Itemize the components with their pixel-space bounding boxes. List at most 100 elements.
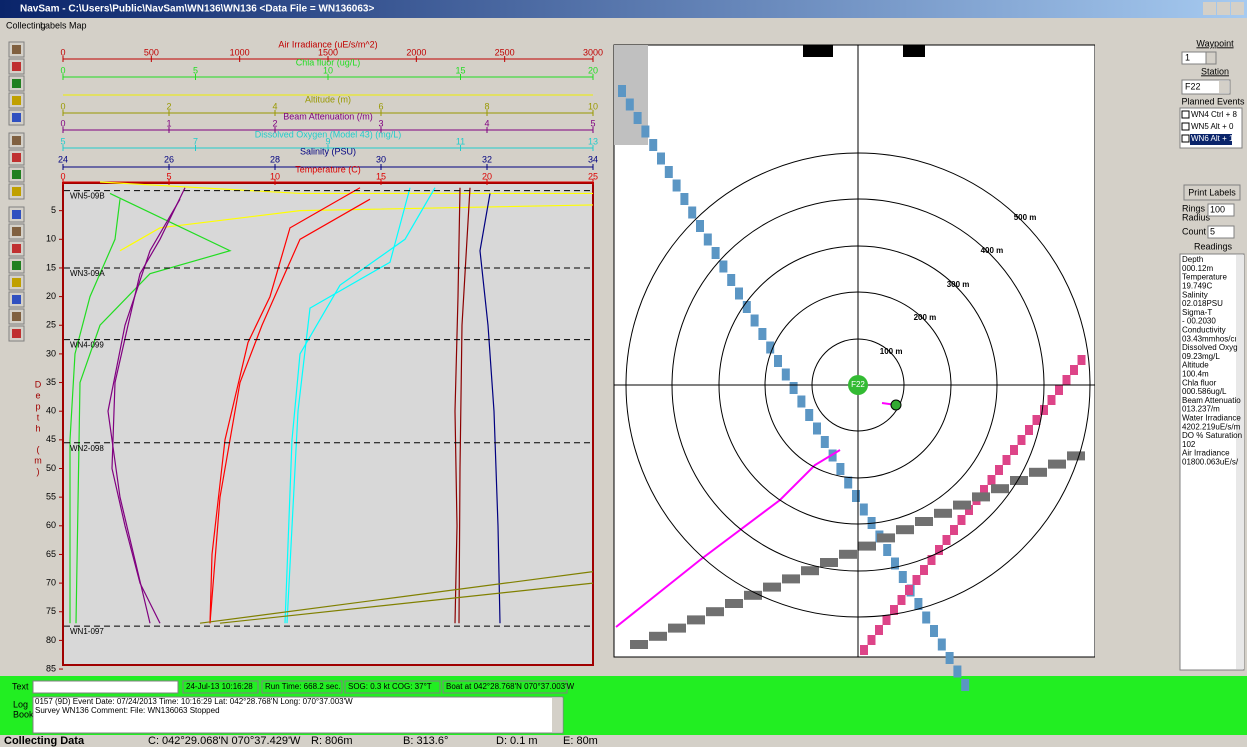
tool-icon xyxy=(12,261,21,270)
station-combo[interactable] xyxy=(1181,79,1231,95)
depth-axis-label: D xyxy=(35,379,42,389)
track-cell xyxy=(750,314,759,327)
scale-tick-label: 11 xyxy=(456,136,465,146)
spin-button[interactable] xyxy=(1205,51,1217,65)
track-cell xyxy=(961,679,970,691)
reading: 03.43mmhos/cı xyxy=(1182,334,1237,343)
reading: Altitude xyxy=(1182,361,1209,370)
reading: Salinity xyxy=(1182,290,1208,299)
depth-tick-label: 25 xyxy=(46,320,56,330)
scale-title: Chla fluor (ug/L) xyxy=(296,57,361,67)
track-cell xyxy=(935,545,943,555)
reading: Air Irradiance xyxy=(1182,449,1230,458)
track-cell xyxy=(877,533,895,543)
log-line: 0157 (9D) Event Date: 07/24/2013 Time: 1… xyxy=(35,697,353,706)
track-cell xyxy=(1048,459,1066,469)
status-bar-text: E: 80m xyxy=(563,735,598,747)
range-ring xyxy=(625,152,1091,618)
close-button[interactable] xyxy=(1231,2,1244,15)
tool-icon xyxy=(12,210,21,219)
track-cell xyxy=(820,558,838,567)
profile-trace xyxy=(119,204,594,252)
track-cell xyxy=(922,611,931,624)
track-cell xyxy=(915,517,933,526)
scale-tick-label: 4 xyxy=(272,101,277,111)
checkbox[interactable] xyxy=(1181,134,1190,143)
scale-tick-label: 2 xyxy=(272,118,277,128)
track-cell xyxy=(680,193,689,205)
title-bar xyxy=(0,0,1247,18)
track-cell xyxy=(883,544,892,556)
minimize-button[interactable] xyxy=(1203,2,1216,15)
label: Book xyxy=(13,709,34,719)
track-cell xyxy=(1067,451,1085,461)
profile-trace xyxy=(75,192,232,624)
count-value: 5 xyxy=(1210,226,1215,236)
tool-icon xyxy=(12,329,21,338)
scale-tick-label: 4 xyxy=(484,118,489,128)
scale-title: Salinity (PSU) xyxy=(300,146,356,156)
track-cell xyxy=(641,125,650,138)
track-cell xyxy=(991,484,1009,494)
track-cell xyxy=(672,179,681,192)
profile-trace xyxy=(99,181,593,195)
track-cell xyxy=(781,368,790,381)
track-cell xyxy=(1032,415,1041,425)
reading: DO % Saturation xyxy=(1182,431,1242,440)
menu-item: Labels xyxy=(40,20,67,30)
print-labels-button[interactable] xyxy=(1183,184,1241,201)
track-cell xyxy=(766,341,775,354)
track-cell xyxy=(844,476,853,489)
reading: 09.23mg/L xyxy=(1182,352,1220,361)
status-text: Run Time: 668.2 sec. xyxy=(265,682,341,691)
label: Readings xyxy=(1194,241,1233,251)
maximize-button[interactable] xyxy=(1217,2,1230,15)
checkbox[interactable] xyxy=(1181,110,1190,119)
station-marker[interactable] xyxy=(848,375,868,395)
track-cell xyxy=(744,590,762,600)
tool-icon xyxy=(12,278,21,287)
event-label: WN1-097 xyxy=(70,627,104,636)
planned-event: WN4 Ctrl + 8 xyxy=(1191,110,1238,119)
depth-tick-label: 10 xyxy=(46,234,56,244)
reading: Dissolved Oxyg xyxy=(1182,343,1238,352)
reading: 02.018PSU xyxy=(1182,299,1223,308)
range-ring xyxy=(764,291,952,479)
scrollbar[interactable] xyxy=(552,698,562,732)
reading: Sigma-T xyxy=(1182,308,1212,317)
depth-axis-label: ( xyxy=(37,444,40,454)
tool-icon xyxy=(12,113,21,122)
scale-tick-label: 0 xyxy=(60,47,65,57)
track-cell xyxy=(896,525,914,535)
track-cell xyxy=(898,571,907,583)
checkbox[interactable] xyxy=(1181,122,1190,131)
label: Log xyxy=(13,699,28,709)
track-cell xyxy=(875,625,883,635)
track-cell xyxy=(649,631,667,641)
scale-tick-label: 20 xyxy=(482,171,492,181)
station-value: F22 xyxy=(1185,81,1201,91)
track-cell xyxy=(957,515,966,525)
scale-tick-label: 6 xyxy=(378,101,383,111)
combo-button[interactable] xyxy=(1219,81,1229,93)
radius-input[interactable] xyxy=(1207,203,1235,217)
track-cell xyxy=(860,645,868,655)
count-input[interactable] xyxy=(1207,225,1235,239)
scale-tick-label: 5 xyxy=(60,136,65,146)
window-title: NavSam - C:\Users\Public\NavSam\WN136\WN… xyxy=(20,4,374,15)
scale-tick-label: 2500 xyxy=(495,47,515,57)
track-cell xyxy=(950,525,958,535)
scale-tick-label: 34 xyxy=(588,154,598,164)
profile-trace xyxy=(69,199,121,624)
scrollbar[interactable] xyxy=(1236,255,1244,669)
reading: 000.586ug/L xyxy=(1182,387,1227,396)
text-input[interactable] xyxy=(32,680,179,694)
tool-icon xyxy=(12,170,21,179)
tool-icon xyxy=(12,136,21,145)
scale-tick-label: 500 xyxy=(144,47,159,57)
profile-trace xyxy=(107,198,181,624)
reading: Water Irradiance xyxy=(1182,414,1241,423)
reading: 19.749C xyxy=(1182,282,1212,291)
